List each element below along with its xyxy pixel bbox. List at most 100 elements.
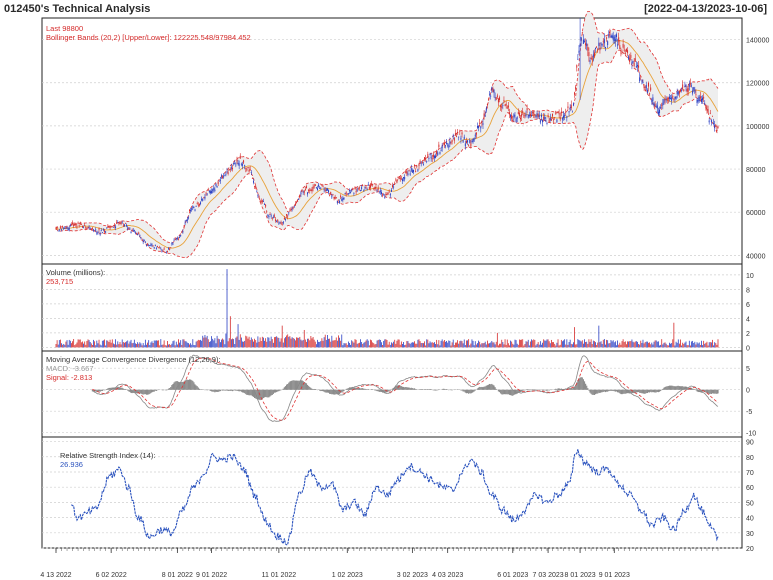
candle-body [521,114,523,117]
candle-body [505,103,507,106]
candle-body [378,192,380,194]
candle-body [174,238,176,240]
macd-histogram-bar [625,389,628,394]
candle-body [513,114,515,118]
candle-body [256,191,258,193]
candle-body [315,187,317,189]
macd-histogram-bar [501,389,503,395]
macd-histogram-bar [667,386,669,390]
macd-histogram-bar [118,386,120,390]
macd-histogram-bar [427,389,429,390]
macd-histogram-bar [326,389,329,393]
price-tick-label: 80000 [746,167,766,174]
candle-body [488,99,490,101]
macd-histogram-bar [685,386,687,390]
candle-body [582,39,584,44]
rsi-line [71,449,719,546]
macd-histogram-bar [450,389,452,391]
candle-body [383,194,385,196]
candle-body [403,176,405,179]
macd-histogram-bar [526,389,528,390]
macd-histogram-bar [705,389,707,393]
candle-body [536,113,538,115]
candle-body [189,209,191,212]
candle-body [583,40,585,42]
candle-body [218,180,220,182]
macd-histogram-bar [482,387,484,390]
candle-body [415,171,417,172]
candle-body [410,168,412,171]
candle-body [141,239,143,241]
candle-body [212,189,214,191]
candle-body [63,228,65,230]
macd-histogram-bar [432,389,434,391]
macd-histogram-bar [314,389,316,390]
candle-body [655,105,657,108]
candle-body [555,111,557,115]
macd-histogram-bar [429,388,431,390]
candle-body [486,104,488,106]
candle-body [656,105,658,109]
candle-body [506,107,508,109]
candle-body [665,99,667,101]
macd-histogram-bar [419,389,421,390]
macd-histogram-bar [581,377,583,390]
candle-body [150,244,152,246]
candle-body [629,57,631,61]
macd-histogram-bar [342,389,344,392]
candle-body [223,175,225,178]
price-legend-last: Last 98800 [46,24,83,33]
candle-body [151,244,153,246]
candle-body [362,185,364,187]
macd-histogram-bar [637,389,640,393]
candle-body [271,218,273,219]
macd-histogram-bar [127,389,129,391]
candle-body [353,193,355,194]
candle-body [93,229,95,231]
rsi-label: Relative Strength Index (14): [60,451,155,460]
candle-body [624,52,626,54]
macd-histogram-bar [184,380,186,390]
macd-histogram-bar [267,389,269,398]
candle-body [249,169,251,171]
macd-histogram-bar [98,389,100,392]
candle-body [431,158,433,160]
candle-body [422,164,424,166]
macd-histogram-bar [185,379,187,390]
macd-histogram-bar [709,389,711,394]
macd-histogram-bar [138,389,140,394]
candle-body [571,111,573,113]
macd-histogram-bar [231,389,234,392]
macd-histogram-bar [247,389,249,395]
macd-histogram-bar [693,388,695,390]
macd-histogram-bar [309,387,311,390]
candle-body [200,202,202,204]
macd-histogram-bar [436,389,438,391]
candle-body [510,114,512,117]
candle-body [553,119,555,121]
macd-histogram-bar [677,385,679,390]
rsi-tick-label: 50 [746,500,754,507]
macd-histogram-bar [639,389,641,393]
candle-body [527,114,529,118]
candle-body [490,95,492,97]
candle-body [613,36,615,42]
candle-body [643,86,645,89]
macd-histogram-bar [244,389,246,394]
macd-histogram-bar [195,385,197,390]
candle-body [372,183,374,186]
candle-body [173,239,175,241]
candle-body [590,58,592,59]
candle-body [351,190,353,192]
candle-body [329,195,331,197]
candle-body [73,224,75,227]
candle-body [248,169,250,172]
macd-histogram-bar [332,389,334,395]
candle-body [405,171,407,174]
macd-histogram-bar [592,389,594,395]
bollinger-mid-line [55,39,719,249]
macd-histogram-bar [473,389,475,392]
macd-histogram-bar [610,389,612,391]
candle-body [232,167,234,170]
candle-body [523,114,525,116]
